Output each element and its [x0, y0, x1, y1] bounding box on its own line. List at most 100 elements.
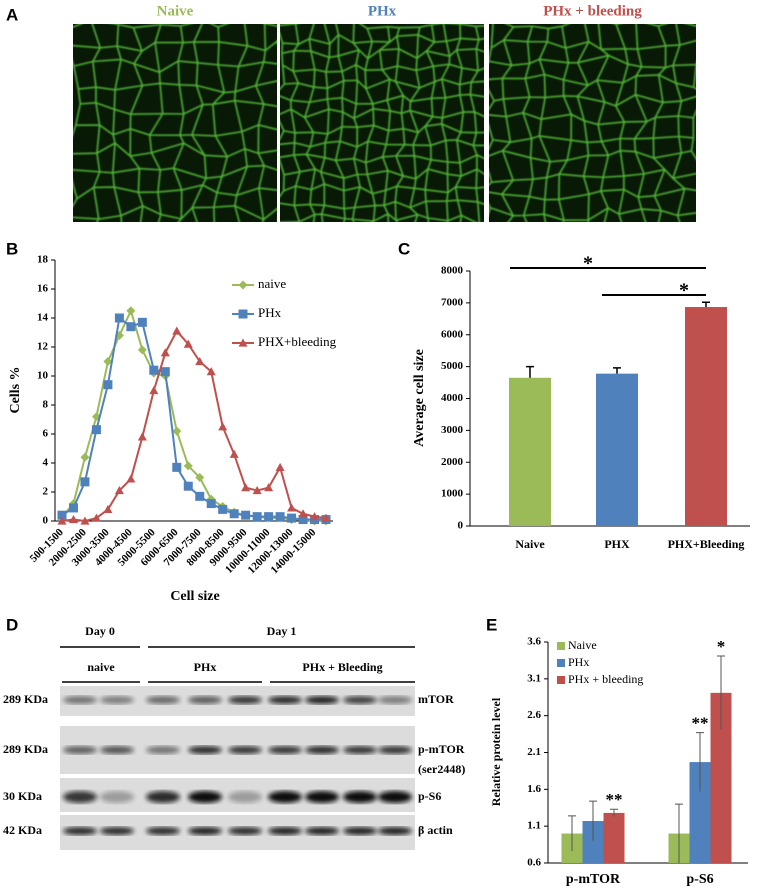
membrane — [576, 24, 590, 222]
protein-note: (ser2448) — [418, 762, 465, 776]
data-point — [252, 486, 262, 495]
membrane — [233, 24, 249, 222]
data-point — [275, 462, 285, 471]
membrane — [91, 24, 102, 222]
data-point — [321, 513, 331, 522]
protein-label: β actin — [418, 823, 453, 837]
day-label: Day 0 — [85, 624, 115, 638]
data-point — [57, 510, 67, 520]
bar — [596, 373, 638, 526]
data-point — [287, 503, 297, 512]
y-tick-label: 2.6 — [527, 709, 541, 721]
error-bar — [717, 655, 725, 730]
group-label: naive — [87, 660, 115, 674]
band — [146, 827, 180, 835]
membrane — [652, 25, 667, 222]
data-point — [91, 425, 101, 435]
membrane — [671, 24, 686, 222]
membrane — [254, 24, 267, 222]
band — [100, 827, 134, 835]
data-point — [229, 509, 239, 519]
data-point — [172, 426, 182, 436]
data-point — [80, 477, 90, 487]
chart-e: 0.6 1.1 1.6 2.1 2.6 3.1 3.6 Relative protein le… — [489, 636, 748, 887]
band — [146, 791, 180, 803]
data-point — [126, 474, 136, 483]
membrane — [690, 62, 696, 160]
membrane — [596, 24, 610, 222]
y-tick-label: 0.6 — [527, 857, 541, 869]
legend-marker — [238, 338, 248, 347]
y-tick-label: 1.6 — [527, 783, 541, 795]
cell-membranes — [276, 24, 489, 239]
legend-swatch — [557, 676, 565, 684]
membrane — [489, 149, 692, 163]
y-tick-label: 7000 — [441, 296, 464, 308]
band — [100, 696, 134, 704]
y-tick-label: 1000 — [441, 488, 464, 500]
error-bar — [675, 803, 683, 863]
data-point — [126, 306, 136, 316]
band — [188, 746, 222, 754]
data-point — [241, 510, 251, 520]
data-point — [126, 322, 136, 332]
legend-label: PHx — [258, 305, 282, 320]
y-axis-label: Relative protein level — [489, 697, 503, 806]
y-tick-label: 2.1 — [527, 746, 541, 758]
band — [343, 791, 377, 803]
data-point — [160, 348, 170, 357]
y-tick-label: 3000 — [441, 424, 464, 436]
membrane — [289, 24, 301, 222]
band — [63, 827, 97, 835]
band — [378, 827, 412, 835]
error-bar — [613, 367, 621, 374]
y-tick-label: 1.1 — [527, 820, 541, 832]
data-point — [103, 504, 113, 513]
panel-label: D — [6, 615, 18, 634]
bar — [582, 821, 604, 863]
membrane — [490, 207, 696, 221]
band — [228, 696, 262, 704]
significance-mark: * — [717, 637, 726, 656]
data-point — [172, 326, 182, 335]
legend-marker — [238, 280, 248, 290]
membrane — [633, 24, 648, 222]
membrane — [558, 26, 573, 222]
data-point — [264, 483, 274, 492]
legend-swatch — [557, 659, 565, 667]
membrane — [191, 24, 207, 222]
band — [228, 746, 262, 754]
bar — [603, 812, 625, 863]
membrane — [148, 24, 164, 222]
membrane — [469, 26, 481, 222]
membrane — [303, 24, 317, 222]
membrane — [492, 135, 694, 144]
band — [146, 746, 180, 754]
membrane — [489, 54, 696, 69]
significance-mark: * — [583, 253, 593, 275]
band — [305, 696, 339, 704]
band — [305, 791, 339, 803]
data-point — [252, 512, 262, 522]
membrane — [378, 26, 391, 222]
error-bar — [702, 301, 710, 308]
image-title: Naive — [157, 3, 194, 19]
x-axis-label: Cell size — [170, 589, 219, 604]
band — [305, 827, 339, 835]
western-blot: Day 0 Day 1 naive PHx PHx + Bleeding 289 KDa m… — [3, 624, 465, 850]
x-tick-label: PHX — [604, 537, 630, 551]
y-tick-label: 10 — [37, 370, 49, 382]
micrographs: Naive PHx PHx + bleeding — [73, 3, 696, 239]
x-tick-label: p-S6 — [686, 872, 713, 887]
y-axis-label: Average cell size — [412, 349, 427, 447]
band — [100, 746, 134, 754]
cell-membranes — [489, 24, 696, 222]
membrane — [505, 24, 696, 30]
error-bar — [610, 808, 618, 817]
membrane — [489, 111, 694, 126]
band — [146, 696, 180, 704]
panel-label: C — [398, 239, 410, 258]
band — [343, 746, 377, 754]
membrane — [276, 229, 489, 239]
